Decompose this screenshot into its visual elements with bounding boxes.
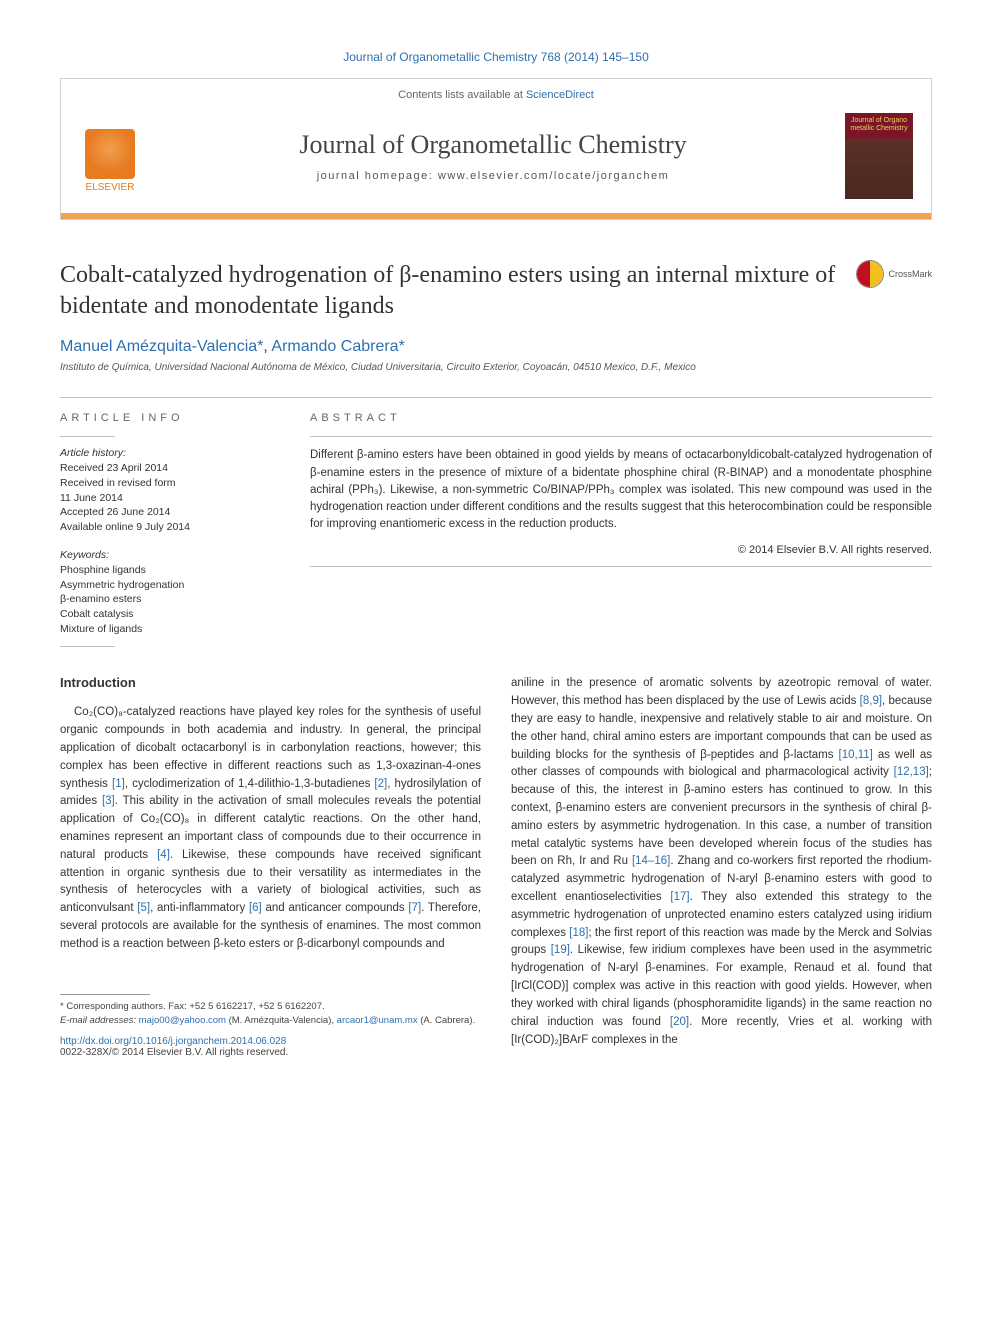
author-1[interactable]: Manuel Amézquita-Valencia: [60, 338, 257, 355]
footnote-divider: [60, 994, 150, 995]
corresponding-note: * Corresponding authors. Fax: +52 5 6162…: [60, 1000, 481, 1014]
elsevier-tree-icon: [85, 129, 135, 179]
journal-name: Journal of Organometallic Chemistry: [161, 130, 825, 160]
email-2[interactable]: arcaor1@unam.mx: [337, 1015, 418, 1026]
article-info-heading: article info: [60, 412, 270, 424]
contents-prefix: Contents lists available at: [398, 89, 526, 101]
email-2-author: (A. Cabrera).: [418, 1015, 476, 1026]
online-date: Available online 9 July 2014: [60, 520, 270, 535]
publisher-name: ELSEVIER: [86, 182, 135, 193]
abstract-text: Different β-amino esters have been obtai…: [310, 447, 932, 533]
crossmark-icon: [856, 260, 884, 288]
keyword-4: Cobalt catalysis: [60, 607, 270, 622]
corresponding-asterisk: *: [257, 338, 263, 355]
keyword-1: Phosphine ligands: [60, 563, 270, 578]
page-footer: * Corresponding authors. Fax: +52 5 6162…: [60, 994, 481, 1059]
author-2[interactable]: Armando Cabrera: [271, 338, 398, 355]
contents-list-line: Contents lists available at ScienceDirec…: [398, 89, 594, 101]
short-divider: [60, 436, 115, 437]
divider: [60, 397, 932, 398]
keyword-5: Mixture of ligands: [60, 622, 270, 637]
sciencedirect-link[interactable]: ScienceDirect: [526, 89, 594, 101]
affiliation: Instituto de Química, Universidad Nacion…: [60, 362, 932, 373]
body-paragraph-2: aniline in the presence of aromatic solv…: [511, 675, 932, 1049]
elsevier-logo[interactable]: ELSEVIER: [79, 119, 141, 193]
body-paragraph-1: Co₂(CO)₈-catalyzed reactions have played…: [60, 704, 481, 953]
issn-line: 0022-328X/© 2014 Elsevier B.V. All right…: [60, 1047, 481, 1058]
homepage-url[interactable]: www.elsevier.com/locate/jorganchem: [438, 170, 669, 182]
history-label: Article history:: [60, 447, 270, 459]
corresponding-asterisk: *: [399, 338, 405, 355]
header-accent-bar: [61, 213, 931, 219]
article-info-column: article info Article history: Received 2…: [60, 412, 270, 647]
accepted-date: Accepted 26 June 2014: [60, 505, 270, 520]
crossmark-badge[interactable]: CrossMark: [856, 260, 932, 288]
email-1-author: (M. Amézquita-Valencia),: [226, 1015, 337, 1026]
keywords-label: Keywords:: [60, 549, 270, 561]
email-label: E-mail addresses:: [60, 1015, 139, 1026]
abstract-copyright: © 2014 Elsevier B.V. All rights reserved…: [310, 544, 932, 556]
journal-homepage: journal homepage: www.elsevier.com/locat…: [161, 170, 825, 182]
author-list: Manuel Amézquita-Valencia*, Armando Cabr…: [60, 338, 932, 356]
journal-cover-thumb[interactable]: Journal of Organo metallic Chemistry: [845, 113, 913, 199]
abstract-heading: abstract: [310, 412, 932, 424]
keyword-3: β-enamino esters: [60, 592, 270, 607]
keyword-2: Asymmetric hydrogenation: [60, 578, 270, 593]
revised-line2: 11 June 2014: [60, 491, 270, 506]
homepage-label: journal homepage:: [317, 170, 438, 182]
section-heading-introduction: Introduction: [60, 675, 481, 690]
doi-link[interactable]: http://dx.doi.org/10.1016/j.jorganchem.2…: [60, 1036, 481, 1047]
received-date: Received 23 April 2014: [60, 461, 270, 476]
abstract-column: abstract Different β-amino esters have b…: [310, 412, 932, 647]
crossmark-label: CrossMark: [888, 269, 932, 279]
cover-text: Journal of Organo metallic Chemistry: [850, 117, 907, 132]
journal-reference[interactable]: Journal of Organometallic Chemistry 768 …: [60, 50, 932, 64]
divider: [310, 566, 932, 567]
doi-url[interactable]: http://dx.doi.org/10.1016/j.jorganchem.2…: [60, 1036, 286, 1047]
email-1[interactable]: majo00@yahoo.com: [139, 1015, 226, 1026]
body-column-right: aniline in the presence of aromatic solv…: [511, 675, 932, 1058]
email-line: E-mail addresses: majo00@yahoo.com (M. A…: [60, 1014, 481, 1028]
revised-line1: Received in revised form: [60, 476, 270, 491]
short-divider: [60, 646, 115, 647]
header-banner: Contents lists available at ScienceDirec…: [60, 78, 932, 220]
divider: [310, 436, 932, 437]
body-column-left: Introduction Co₂(CO)₈-catalyzed reaction…: [60, 675, 481, 1058]
article-title: Cobalt-catalyzed hydrogenation of β-enam…: [60, 260, 844, 322]
